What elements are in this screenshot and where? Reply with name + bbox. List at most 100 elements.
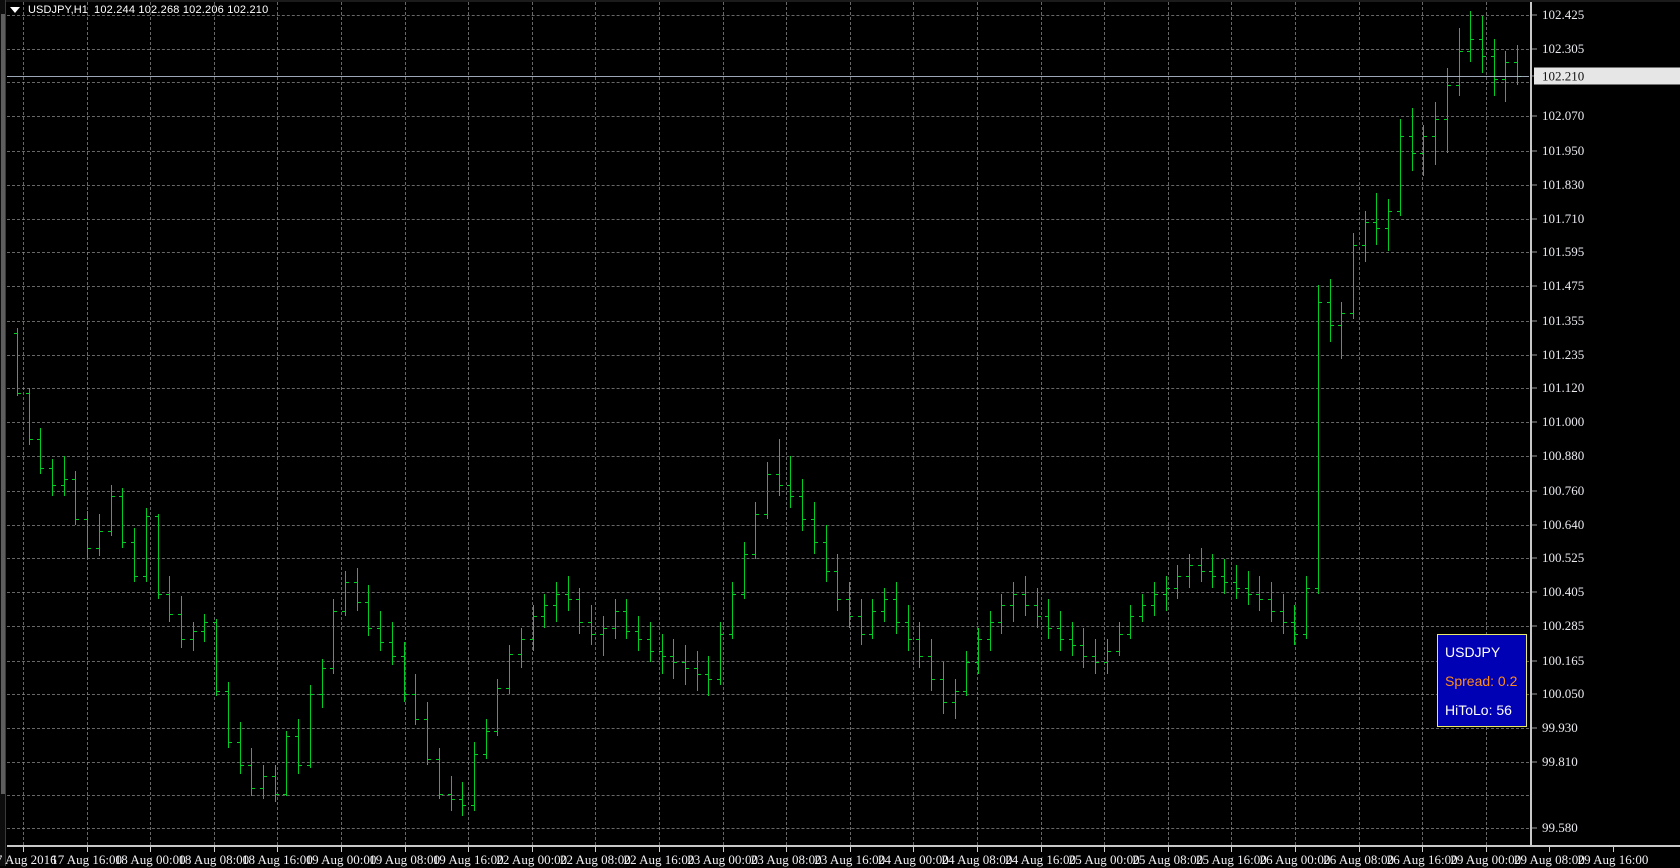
ohlc-bar bbox=[216, 619, 217, 697]
ohlc-open-tick bbox=[916, 639, 919, 641]
ohlc-open-tick bbox=[834, 570, 837, 572]
ohlc-bar bbox=[896, 582, 897, 634]
ohlc-open-tick bbox=[623, 610, 626, 612]
ohlc-close-tick bbox=[205, 622, 208, 624]
price-axis-label: 102.425 bbox=[1542, 6, 1585, 22]
ohlc-open-tick bbox=[49, 467, 52, 469]
time-axis-tick bbox=[213, 847, 215, 852]
ohlc-bar bbox=[1341, 302, 1342, 360]
ohlc-close-tick bbox=[1131, 616, 1134, 618]
ohlc-bar bbox=[1517, 44, 1518, 85]
time-axis-tick bbox=[150, 847, 152, 852]
horizontal-gridline bbox=[7, 286, 1529, 288]
time-axis-tick bbox=[531, 847, 533, 852]
vertical-gridline bbox=[277, 2, 279, 845]
ohlc-open-tick bbox=[998, 622, 1001, 624]
price-axis-label: 99.930 bbox=[1542, 719, 1578, 735]
ohlc-open-tick bbox=[1010, 604, 1013, 606]
ohlc-close-tick bbox=[721, 633, 724, 635]
ohlc-open-tick bbox=[1303, 633, 1306, 635]
chart-symbol-label: USDJPY,H1 bbox=[28, 4, 88, 16]
ohlc-bar bbox=[1330, 279, 1331, 343]
ohlc-open-tick bbox=[237, 742, 240, 744]
ohlc-bar bbox=[462, 782, 463, 817]
time-axis-tick bbox=[468, 847, 470, 852]
ohlc-close-tick bbox=[41, 467, 44, 469]
chart-plot-area[interactable] bbox=[7, 2, 1529, 845]
chart-scrollbar-thumb[interactable] bbox=[1, 14, 5, 794]
ohlc-bar bbox=[1107, 639, 1108, 674]
time-axis-label: 25 Aug 00:00 bbox=[1068, 852, 1140, 867]
ohlc-bar bbox=[1072, 622, 1073, 657]
ohlc-open-tick bbox=[436, 759, 439, 761]
ohlc-open-tick bbox=[1479, 39, 1482, 41]
ohlc-close-tick bbox=[264, 776, 267, 778]
ohlc-bar bbox=[134, 527, 135, 583]
ohlc-open-tick bbox=[365, 602, 368, 604]
ohlc-open-tick bbox=[1186, 576, 1189, 578]
ohlc-open-tick bbox=[1502, 79, 1505, 81]
chart-left-scrollbar-track[interactable] bbox=[0, 0, 6, 866]
ohlc-bar bbox=[966, 650, 967, 697]
horizontal-gridline bbox=[7, 557, 1529, 559]
ohlc-bar-series bbox=[7, 2, 1529, 845]
price-axis-label: 101.475 bbox=[1542, 278, 1585, 294]
price-axis-tick bbox=[1532, 218, 1537, 220]
ohlc-bar bbox=[568, 576, 569, 611]
ohlc-close-tick bbox=[627, 630, 630, 632]
time-axis-tick bbox=[659, 847, 660, 852]
ohlc-open-tick bbox=[1045, 616, 1048, 618]
symbol-info-panel[interactable]: USDJPY Spread: 0.2 HiToLo: 56 bbox=[1437, 634, 1527, 727]
ohlc-bar bbox=[474, 742, 475, 811]
ohlc-open-tick bbox=[26, 393, 29, 395]
ohlc-close-tick bbox=[1026, 604, 1029, 606]
time-axis-label: 25 Aug 16:00 bbox=[1195, 852, 1267, 867]
time-axis-label: 26 Aug 00:00 bbox=[1259, 852, 1331, 867]
ohlc-bar bbox=[872, 599, 873, 640]
ohlc-bar bbox=[1154, 582, 1155, 617]
vertical-gridline bbox=[23, 2, 24, 845]
ohlc-open-tick bbox=[1127, 633, 1130, 635]
ohlc-bar bbox=[380, 610, 381, 651]
time-axis-label: 29 Aug 08:00 bbox=[1513, 852, 1585, 867]
ohlc-close-tick bbox=[323, 667, 326, 669]
ohlc-open-tick bbox=[518, 653, 521, 655]
horizontal-gridline bbox=[7, 762, 1529, 764]
vertical-gridline bbox=[722, 2, 724, 845]
ohlc-close-tick bbox=[475, 753, 478, 755]
horizontal-gridline bbox=[7, 252, 1529, 254]
ohlc-bar bbox=[1447, 67, 1448, 154]
vertical-gridline bbox=[341, 2, 342, 845]
ohlc-bar bbox=[908, 604, 909, 651]
current-price-line bbox=[7, 76, 1529, 78]
ohlc-bar bbox=[228, 682, 229, 748]
price-axis[interactable]: 102.210 102.425102.305102.210102.070101.… bbox=[1530, 2, 1680, 845]
ohlc-bar bbox=[1083, 627, 1084, 668]
horizontal-gridline bbox=[7, 354, 1529, 356]
time-axis-label: 29 Aug 00:00 bbox=[1450, 852, 1522, 867]
triangle-down-icon[interactable] bbox=[10, 7, 20, 13]
ohlc-close-tick bbox=[416, 719, 419, 721]
vertical-gridline bbox=[977, 2, 978, 845]
ohlc-open-tick bbox=[869, 633, 872, 635]
ohlc-close-tick bbox=[604, 627, 607, 629]
ohlc-bar bbox=[1459, 27, 1460, 97]
ohlc-close-tick bbox=[381, 642, 384, 644]
time-axis-label: 18 Aug 16:00 bbox=[241, 852, 313, 867]
price-axis-label: 100.285 bbox=[1542, 618, 1585, 634]
ohlc-bar bbox=[779, 439, 780, 497]
ohlc-open-tick bbox=[459, 799, 462, 801]
ohlc-open-tick bbox=[694, 667, 697, 669]
ohlc-open-tick bbox=[823, 542, 826, 544]
ohlc-open-tick bbox=[940, 679, 943, 681]
ohlc-bar bbox=[1388, 199, 1389, 251]
price-axis-tick bbox=[1532, 251, 1537, 253]
time-axis-tick bbox=[1422, 847, 1424, 852]
ohlc-close-tick bbox=[405, 693, 408, 695]
ohlc-bar bbox=[1177, 564, 1178, 600]
ohlc-close-tick bbox=[30, 439, 33, 441]
ohlc-open-tick bbox=[588, 622, 591, 624]
info-panel-hitolo: HiToLo: 56 bbox=[1445, 702, 1512, 718]
ohlc-close-tick bbox=[1096, 662, 1099, 664]
